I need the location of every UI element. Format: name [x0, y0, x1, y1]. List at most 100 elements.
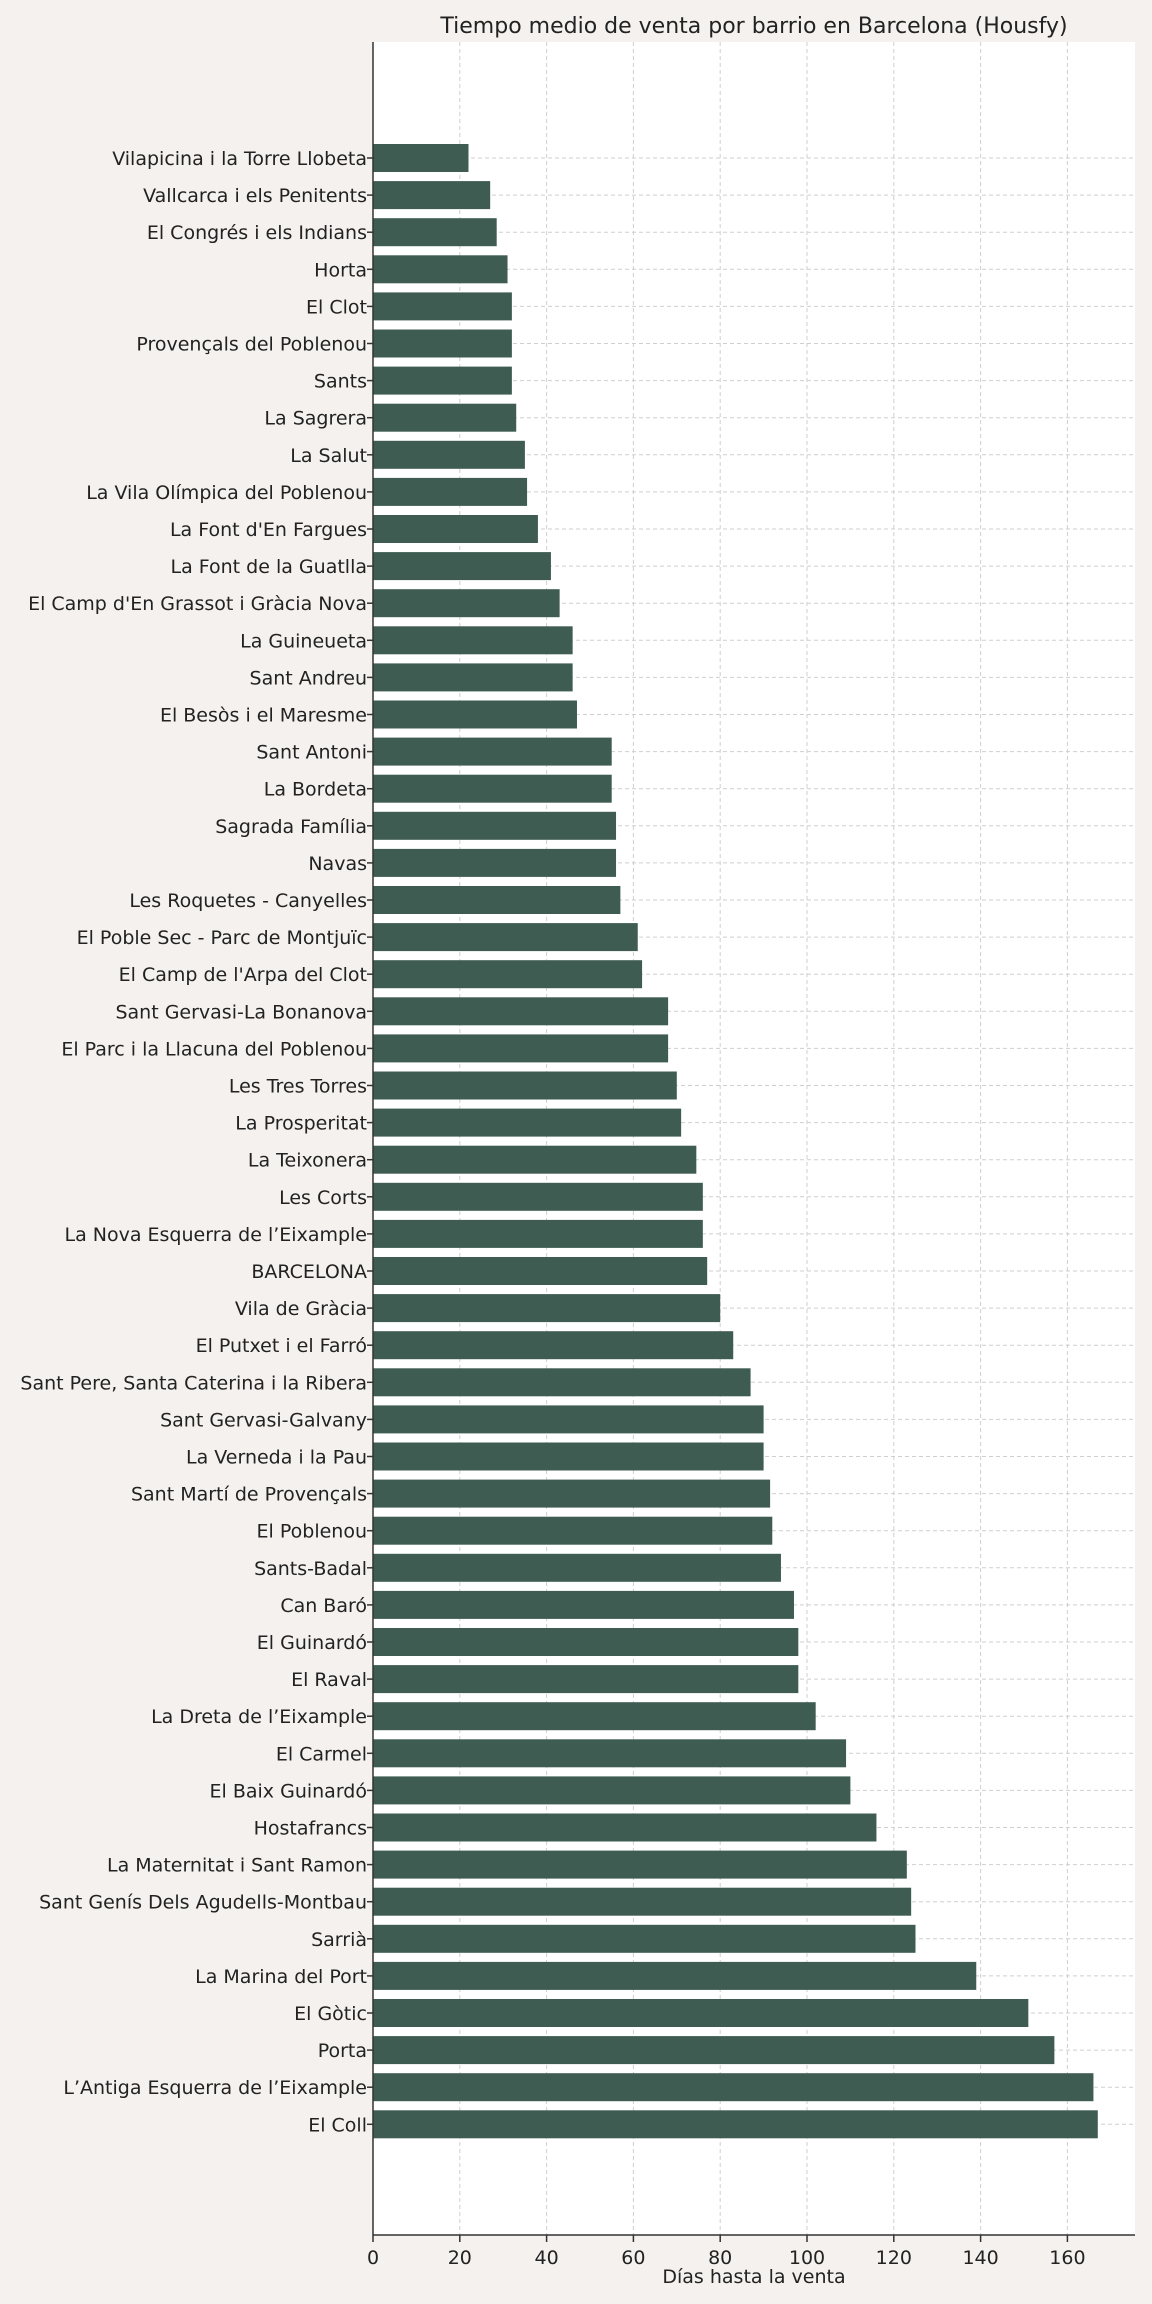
- bar: [373, 477, 528, 506]
- bar: [373, 1257, 708, 1285]
- category-label: Hostafrancs: [254, 1818, 367, 1840]
- category-label: El Camp d'En Grassot i Gràcia Nova: [28, 593, 367, 615]
- category-label: El Clot: [306, 296, 367, 318]
- x-tick-label: 120: [876, 2247, 912, 2269]
- category-label: El Putxet i el Farró: [196, 1335, 367, 1357]
- bar: [373, 2036, 1055, 2065]
- category-label: El Carmel: [276, 1743, 367, 1765]
- category-label: El Poblenou: [257, 1521, 367, 1543]
- category-label: La Bordeta: [264, 779, 367, 801]
- bar: [373, 1071, 677, 1100]
- bar: [373, 1628, 799, 1656]
- axes: [372, 42, 1135, 2236]
- bar: [373, 1590, 794, 1619]
- bar: [373, 1294, 721, 1323]
- category-label: Provençals del Poblenou: [136, 334, 367, 356]
- category-label: Horta: [314, 259, 367, 281]
- category-label: BARCELONA: [251, 1261, 367, 1283]
- x-tick-label: 0: [367, 2247, 379, 2269]
- category-label: La Nova Esquerra de l’Eixample: [64, 1224, 367, 1246]
- x-tick-label: 20: [448, 2247, 472, 2269]
- category-label: Sant Pere, Santa Caterina i la Ribera: [20, 1372, 367, 1394]
- category-label: El Coll: [308, 2114, 367, 2136]
- category-label: Sant Antoni: [256, 742, 367, 764]
- bar: [373, 1442, 764, 1471]
- bar: [373, 1850, 907, 1879]
- category-label: Vallcarca i els Penitents: [143, 185, 367, 207]
- category-label: La Salut: [290, 445, 367, 467]
- x-tick-label: 160: [1049, 2247, 1085, 2269]
- category-label: Sants-Badal: [254, 1558, 367, 1580]
- bar: [373, 2073, 1094, 2102]
- category-label: La Vila Olímpica del Poblenou: [86, 482, 367, 504]
- bar: [373, 1331, 734, 1360]
- bar: [373, 292, 512, 321]
- bar: [373, 1108, 682, 1137]
- category-label: El Camp de l'Arpa del Clot: [119, 964, 367, 986]
- category-label: Sagrada Família: [215, 816, 367, 838]
- category-label: Sant Genís Dels Agudells-Montbau: [39, 1892, 367, 1914]
- bar: [373, 997, 669, 1026]
- category-label: El Baix Guinardó: [210, 1780, 367, 1802]
- x-tick-label: 40: [535, 2247, 559, 2269]
- x-tick-label: 80: [708, 2247, 732, 2269]
- category-label: La Marina del Port: [195, 1966, 367, 1988]
- bar: [373, 700, 577, 729]
- bar: [373, 1219, 703, 1248]
- category-label: La Prosperitat: [235, 1113, 367, 1135]
- bar: [373, 403, 517, 432]
- category-label: El Raval: [291, 1669, 367, 1691]
- x-axis-label: Días hasta la venta: [662, 2266, 845, 2288]
- bar: [373, 552, 551, 581]
- category-label: El Congrés i els Indians: [147, 222, 367, 244]
- x-tick-label: 140: [962, 2247, 998, 2269]
- x-tick-label: 100: [789, 2247, 825, 2269]
- bar: [373, 1368, 751, 1397]
- bar: [373, 1924, 916, 1953]
- bar: [373, 1887, 912, 1916]
- category-label: La Sagrera: [264, 408, 367, 430]
- bar: [373, 626, 573, 655]
- category-label: El Poble Sec - Parc de Montjuïc: [77, 927, 367, 949]
- bar: [373, 366, 512, 395]
- category-label: Navas: [308, 853, 367, 875]
- bar: [373, 1034, 669, 1063]
- x-ticks: 0 20 40 60 80 100 120 140 160: [367, 2235, 1086, 2269]
- category-label: Vila de Gràcia: [235, 1298, 367, 1320]
- category-label: Les Corts: [279, 1187, 367, 1209]
- category-label: La Maternitat i Sant Ramon: [107, 1855, 367, 1877]
- bar: [373, 1182, 703, 1211]
- category-label: Vilapicina i la Torre Llobeta: [112, 148, 367, 170]
- bar: [373, 663, 573, 692]
- category-label: Sarrià: [311, 1929, 367, 1951]
- category-label: Sant Andreu: [250, 667, 367, 689]
- category-label: La Dreta de l’Eixample: [151, 1706, 367, 1728]
- category-label: La Guineueta: [240, 630, 367, 652]
- category-label: La Font d'En Fargues: [170, 519, 367, 541]
- bar: [373, 811, 617, 840]
- category-label: La Teixonera: [248, 1150, 367, 1172]
- category-label: Sant Gervasi-Galvany: [160, 1409, 367, 1431]
- category-label: Sant Martí de Provençals: [131, 1484, 367, 1506]
- bar: [373, 1405, 764, 1434]
- bar: [373, 960, 643, 989]
- category-label: Sants: [314, 371, 367, 393]
- bar: [373, 589, 560, 618]
- bar: [373, 1145, 697, 1174]
- category-label: L’Antiga Esquerra de l’Eixample: [63, 2077, 367, 2099]
- bar: [373, 1702, 816, 1731]
- category-labels: Vilapicina i la Torre Llobeta Vallcarca i…: [20, 148, 373, 2136]
- bar: [373, 1479, 771, 1508]
- category-label: El Parc i la Llacuna del Poblenou: [61, 1038, 367, 1060]
- category-label: Les Roquetes - Canyelles: [129, 890, 367, 912]
- bar: [373, 1516, 773, 1545]
- bars: [373, 144, 1098, 2139]
- bar: [373, 329, 512, 358]
- bar: [373, 886, 621, 914]
- chart-title: Tiempo medio de venta por barrio en Barc…: [439, 14, 1067, 39]
- bar: [373, 774, 612, 803]
- bar: [373, 440, 525, 469]
- bar: [373, 255, 508, 284]
- category-label: El Guinardó: [257, 1632, 367, 1654]
